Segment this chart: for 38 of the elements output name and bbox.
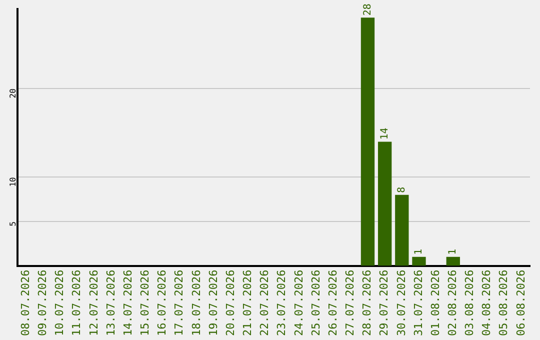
data-label: 8 [396,186,408,193]
x-tick-label: 19.07.2026 [206,270,220,336]
x-tick-label: 22.07.2026 [258,270,272,336]
x-tick-label: 26.07.2026 [326,270,340,336]
data-label: 1 [448,248,459,255]
x-tick-label: 04.08.2026 [480,270,494,336]
x-tick-label: 25.07.2026 [309,270,322,336]
y-tick-label: 10 [8,176,18,187]
x-tick-label: 10.07.2026 [53,270,66,336]
x-tick-label: 11.07.2026 [70,270,84,336]
data-label: 1 [414,248,425,255]
x-tick-label: 13.07.2026 [104,270,118,336]
x-tick-label: 02.08.2026 [446,270,459,336]
x-tick-label: 08.07.2026 [19,270,32,336]
data-label: 14 [379,128,390,140]
x-tick-label: 05.08.2026 [497,270,510,336]
x-tick-label: 31.07.2026 [412,270,425,336]
x-tick-label: 15.07.2026 [138,270,152,336]
x-tick-label: 23.07.2026 [275,270,288,336]
x-tick-label: 12.07.2026 [87,270,100,336]
data-label: 28 [362,4,374,16]
y-tick-label: 20 [8,88,18,98]
x-tick-label: 21.07.2026 [241,270,254,336]
x-tick-label: 06.08.2026 [514,270,528,336]
x-tick-label: 17.07.2026 [172,270,186,336]
x-tick-label: 30.07.2026 [394,270,408,336]
x-tick-label: 16.07.2026 [156,270,169,336]
x-tick-label: 29.07.2026 [378,270,391,336]
x-tick-label: 27.07.2026 [344,270,357,336]
x-tick-label: 20.07.2026 [224,270,237,336]
y-tick-label: 5 [8,221,18,226]
x-tick-label: 28.07.2026 [360,270,374,336]
x-tick-label: 14.07.2026 [121,270,134,336]
x-tick-label: 09.07.2026 [36,270,50,336]
x-tick-label: 18.07.2026 [190,270,203,336]
x-tick-label: 01.08.2026 [428,270,442,336]
x-tick-label: 03.08.2026 [463,270,476,336]
x-tick-label: 24.07.2026 [292,270,306,336]
